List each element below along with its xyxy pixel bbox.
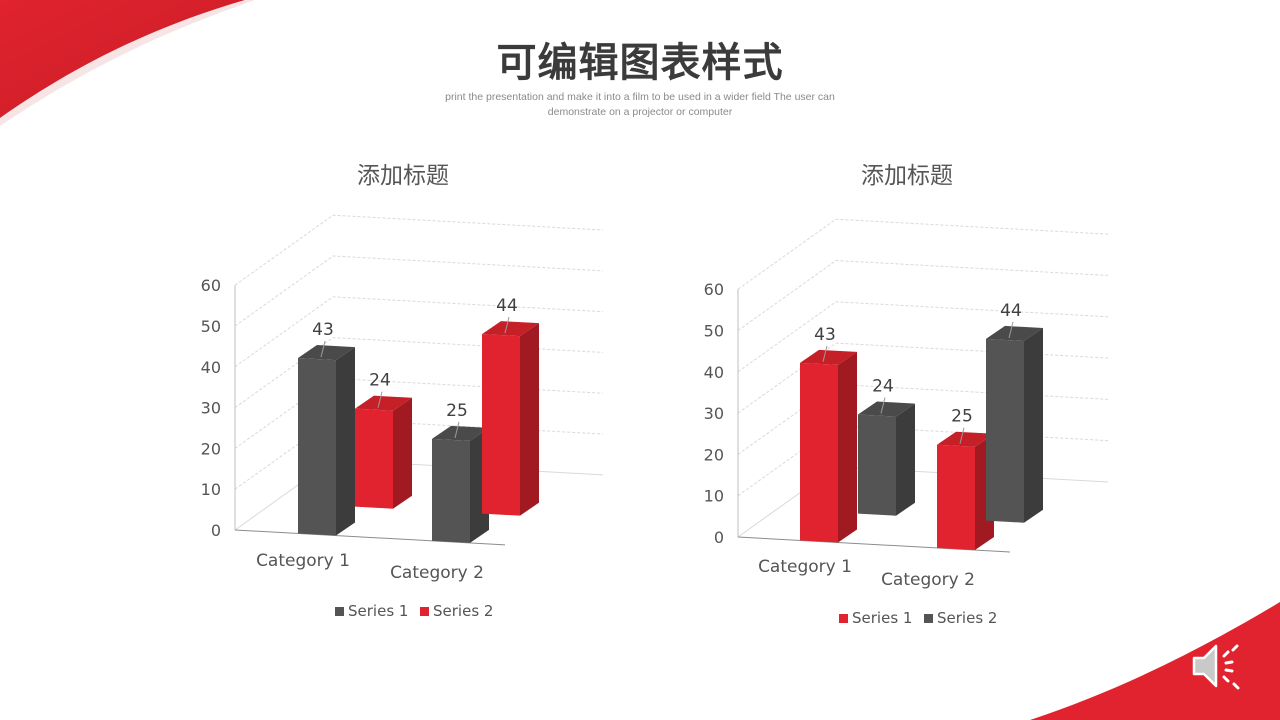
bar-top	[355, 395, 412, 411]
data-label-leader	[377, 391, 383, 408]
data-label: 24	[369, 371, 391, 391]
bar-front	[298, 358, 336, 536]
bar-front	[432, 438, 470, 543]
legend-label: Series 2	[433, 602, 493, 620]
gridline	[737, 301, 1109, 373]
legend-swatch	[335, 607, 344, 616]
legend-label: Series 1	[348, 602, 408, 620]
bar	[986, 325, 1043, 523]
chart-title: 添加标题	[357, 163, 449, 189]
bar-side	[336, 347, 355, 536]
chart-right: 添加标题 0 10 20 30 40 50 60 43 24 Category 1 25 44 Categ…	[704, 163, 1109, 627]
data-label: 44	[496, 296, 518, 316]
page-subtitle: print the presentation and make it into …	[445, 91, 835, 118]
data-label: 25	[951, 407, 973, 427]
bar-front	[800, 362, 838, 543]
bar	[800, 349, 857, 543]
bar-side	[1024, 328, 1043, 523]
gridline	[234, 214, 604, 286]
bar	[937, 431, 994, 551]
gridline	[737, 425, 1109, 497]
bar	[432, 425, 489, 543]
y-tick-label: 0	[211, 521, 221, 540]
data-label: 25	[446, 401, 468, 421]
chart-title: 添加标题	[861, 163, 953, 189]
data-label: 43	[312, 320, 334, 340]
y-tick-label: 30	[201, 399, 221, 418]
y-tick-label: 10	[704, 487, 724, 506]
y-tick-label: 60	[201, 276, 221, 295]
y-tick-label: 30	[704, 404, 724, 423]
gridline	[737, 342, 1109, 414]
bar-front	[482, 334, 520, 516]
gridline	[234, 337, 604, 409]
speaker-icon[interactable]	[1190, 640, 1250, 692]
gridline	[737, 259, 1109, 331]
bar-top	[937, 431, 994, 447]
legend-swatch	[839, 614, 848, 623]
legend-swatch	[420, 607, 429, 616]
bar-side	[838, 351, 857, 543]
bar-top	[858, 401, 915, 417]
bar-front	[937, 444, 975, 551]
x-axis	[737, 536, 1011, 553]
data-label: 43	[814, 325, 836, 345]
y-tick-label: 40	[704, 363, 724, 382]
x-tick-label: Category 1	[256, 551, 350, 571]
x-tick-label: Category 2	[390, 563, 484, 583]
legend-label: Series 2	[937, 609, 997, 627]
data-label-leader	[504, 316, 510, 334]
y-tick-label: 60	[704, 280, 724, 299]
gridline	[737, 466, 1109, 538]
bar-front	[355, 408, 393, 509]
bar-side	[393, 397, 412, 509]
data-label-leader	[959, 427, 965, 444]
data-label-leader	[822, 345, 828, 362]
y-tick-label: 50	[704, 322, 724, 341]
gridline	[234, 377, 604, 449]
bar	[858, 401, 915, 516]
chart-left: 添加标题 0 10 20 30 40 50 60 43 24 Category 1 25 44 Categ…	[201, 163, 604, 620]
y-tick-label: 50	[201, 317, 221, 336]
bar-side	[520, 323, 539, 516]
bar-front	[986, 338, 1024, 523]
bar-top	[800, 349, 857, 365]
x-tick-label: Category 1	[758, 557, 852, 577]
bar-top	[482, 321, 539, 337]
bar-top	[432, 425, 489, 441]
legend-swatch	[924, 614, 933, 623]
y-tick-label: 20	[704, 445, 724, 464]
data-label-leader	[320, 340, 326, 358]
y-tick-label: 40	[201, 358, 221, 377]
x-tick-label: Category 2	[881, 570, 975, 590]
x-axis	[234, 529, 506, 546]
page-title: 可编辑图表样式	[496, 40, 784, 86]
data-label: 24	[872, 377, 894, 397]
data-label-leader	[880, 397, 886, 414]
data-label: 44	[1000, 301, 1022, 321]
gridline	[737, 383, 1109, 455]
bar	[355, 395, 412, 509]
y-tick-label: 10	[201, 480, 221, 499]
y-tick-label: 0	[714, 528, 724, 547]
gridline	[234, 418, 604, 490]
bar-side	[896, 403, 915, 516]
gridline	[234, 255, 604, 327]
gridline	[234, 296, 604, 368]
data-label-leader	[1008, 321, 1014, 339]
bar	[482, 321, 539, 516]
gridline	[234, 459, 604, 531]
data-label-leader	[454, 421, 460, 439]
y-tick-label: 20	[201, 439, 221, 458]
bar	[298, 345, 355, 536]
bar-top	[298, 345, 355, 361]
bar-top	[986, 325, 1043, 342]
legend-label: Series 1	[852, 609, 912, 627]
gridline	[737, 218, 1109, 290]
bar-front	[858, 414, 896, 516]
